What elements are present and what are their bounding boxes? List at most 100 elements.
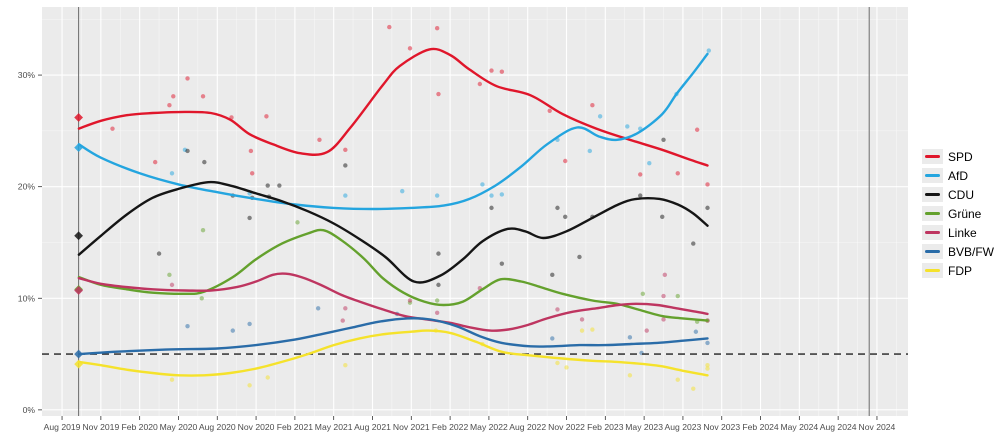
poll-point-afd: [434, 193, 440, 198]
poll-point-fdp: [265, 375, 270, 380]
election-result-diamond-cdu: [74, 231, 84, 241]
legend-color-line: [925, 231, 940, 234]
poll-point-linke: [434, 310, 440, 315]
x-axis-label: Aug 2022: [509, 422, 546, 432]
poll-point-linke: [661, 317, 666, 322]
poll-point-spd: [547, 108, 552, 113]
poll-point-cdu: [247, 215, 252, 221]
trend-line-grne: [77, 228, 709, 322]
poll-point-afd: [343, 193, 348, 198]
x-axis-label: Nov 2022: [548, 422, 585, 432]
poll-point-spd: [694, 127, 700, 132]
poll-point-spd: [387, 24, 392, 30]
election-result-diamond-fdp: [74, 359, 84, 369]
x-axis-label: May 2021: [315, 422, 353, 432]
poll-point-spd: [638, 172, 643, 177]
legend-key-swatch: [922, 206, 943, 221]
legend-color-line: [925, 174, 940, 177]
poll-point-grne: [200, 227, 206, 233]
poll-point-spd: [489, 68, 494, 73]
chart-legend: SPD AfD CDU Grüne Linke BVB/FW FDP: [922, 147, 994, 280]
poll-point-grne: [675, 293, 680, 299]
election-result-diamond-spd: [74, 113, 84, 122]
x-axis-label: May 2022: [470, 422, 508, 432]
poll-point-cdu: [185, 148, 190, 154]
x-axis-label: Aug 2021: [354, 422, 391, 432]
x-axis-label: Feb 2021: [277, 422, 314, 432]
poll-point-fdp: [343, 363, 348, 368]
trend-line-afd: [77, 52, 709, 211]
legend-item-bvbfw: BVB/FW: [922, 242, 994, 261]
poll-point-fdp: [705, 366, 710, 371]
poll-point-spd: [110, 126, 115, 131]
poll-point-grne: [167, 272, 172, 278]
legend-item-spd: SPD: [922, 147, 994, 166]
poll-point-cdu: [436, 282, 441, 288]
poll-point-fdp: [691, 386, 696, 391]
x-axis-label: May 2024: [780, 422, 818, 432]
poll-point-spd: [343, 147, 348, 153]
poll-point-spd: [434, 26, 440, 31]
poll-point-bvbfw: [705, 340, 710, 346]
legend-color-line: [925, 193, 940, 196]
election-result-diamond-bvbfw: [74, 349, 84, 359]
poll-point-bvbfw: [315, 306, 321, 311]
poll-point-spd: [563, 158, 568, 164]
legend-key-swatch: [922, 263, 943, 278]
x-axis-label: Aug 2020: [199, 422, 236, 432]
poll-point-fdp: [555, 360, 560, 366]
poll-point-spd: [436, 91, 441, 97]
poll-point-linke: [662, 272, 668, 278]
legend-key-swatch: [922, 149, 943, 164]
poll-point-linke: [407, 298, 413, 303]
x-axis-label: Nov 2023: [703, 422, 740, 432]
x-axis-label: Nov 2019: [82, 422, 119, 432]
legend-color-line: [925, 212, 940, 215]
poll-point-afd: [499, 192, 505, 197]
poll-point-fdp: [705, 363, 710, 368]
poll-point-bvbfw: [185, 323, 190, 329]
poll-point-cdu: [202, 159, 207, 165]
poll-point-cdu: [638, 193, 643, 198]
poll-point-linke: [169, 282, 175, 288]
poll-point-spd: [152, 159, 158, 165]
legend-color-line: [925, 269, 940, 272]
poll-point-spd: [477, 81, 483, 87]
poll-point-bvbfw: [693, 329, 699, 334]
poll-point-fdp: [247, 383, 252, 388]
poll-point-spd: [171, 94, 176, 99]
trend-line-spd: [77, 47, 709, 167]
election-result-diamond-linke: [74, 286, 84, 295]
poll-point-afd: [480, 182, 485, 187]
poll-point-grne: [640, 291, 646, 297]
poll-point-fdp: [564, 365, 569, 370]
poll-point-spd: [317, 137, 322, 142]
x-axis-label: Nov 2021: [393, 422, 430, 432]
y-axis-label: 20%: [18, 182, 36, 192]
poll-point-cdu: [660, 214, 665, 220]
x-axis-label: Nov 2020: [238, 422, 275, 432]
poll-point-afd: [597, 114, 603, 119]
legend-key-swatch: [922, 187, 943, 202]
poll-point-cdu: [705, 205, 710, 211]
x-axis-label: Aug 2024: [820, 422, 857, 432]
trend-line-fdp: [77, 329, 709, 377]
legend-label: Linke: [948, 225, 977, 240]
poll-point-linke: [661, 293, 666, 299]
poll-point-cdu: [489, 205, 494, 211]
legend-item-fdp: FDP: [922, 261, 994, 280]
x-axis-label: Feb 2020: [121, 422, 158, 432]
poll-point-fdp: [675, 377, 680, 382]
poll-point-spd: [167, 103, 172, 108]
legend-color-line: [925, 155, 940, 158]
poll-point-bvbfw: [230, 328, 235, 333]
trend-line-cdu: [77, 180, 709, 284]
x-axis-label: Aug 2023: [665, 422, 702, 432]
x-axis-label: May 2020: [160, 422, 198, 432]
poll-point-afd: [489, 193, 494, 198]
poll-point-cdu: [661, 137, 666, 142]
legend-key-swatch: [922, 244, 943, 259]
legend-key-swatch: [922, 225, 943, 240]
